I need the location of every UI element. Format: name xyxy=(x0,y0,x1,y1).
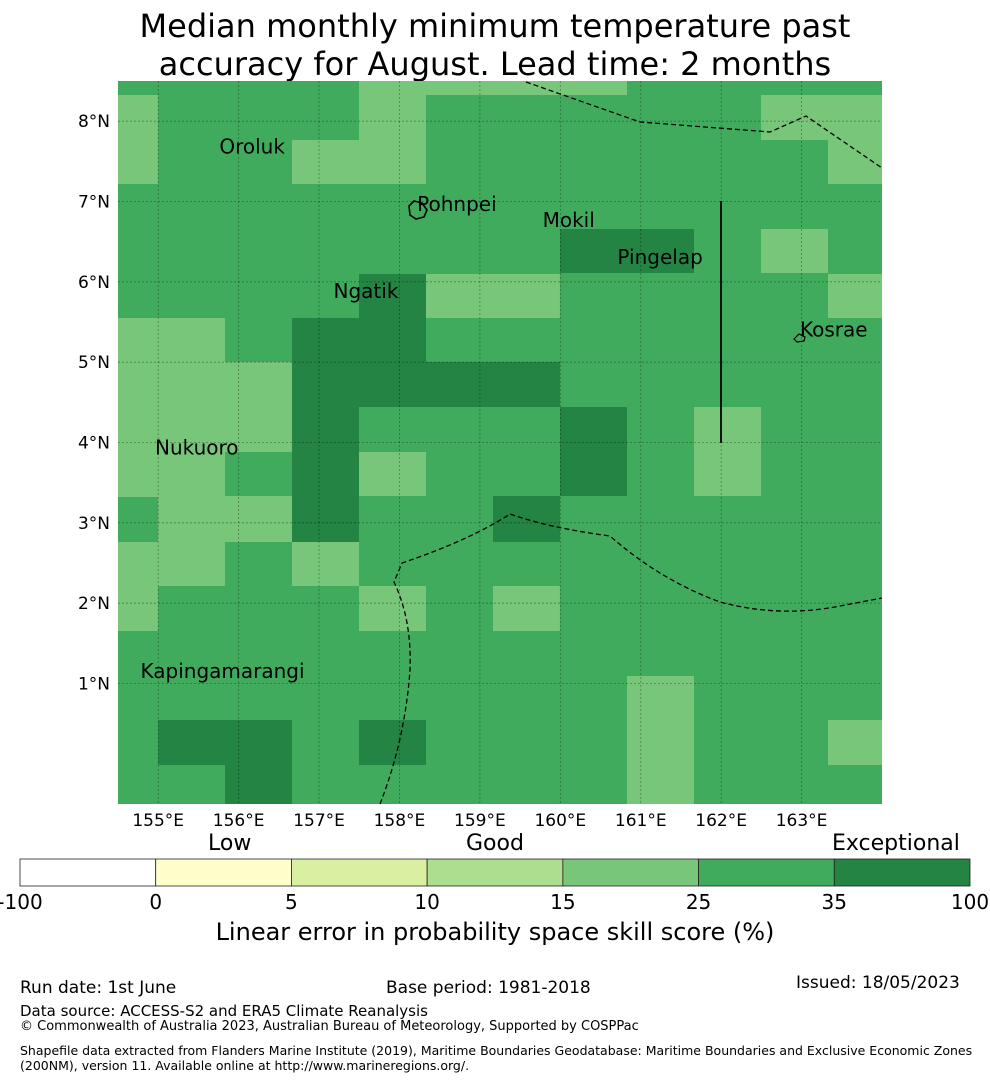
x-tick-label: 160°E xyxy=(534,811,586,831)
y-tick-label: 5°N xyxy=(78,353,110,373)
place-labels: Oroluk Pohnpei Mokil Pingelap Ngatik Kosrae Nu… xyxy=(141,134,868,683)
colorbar-tick-label: 0 xyxy=(149,890,163,914)
skill-cell xyxy=(292,140,426,184)
x-tick-label: 163°E xyxy=(776,811,828,831)
colorbar-tick-label: -100 xyxy=(0,890,43,914)
y-axis-ticks: 1°N 2°N 3°N 4°N 5°N 6°N 7°N 8°N xyxy=(78,112,110,694)
eez-boundary-north xyxy=(525,81,883,169)
shapefile-credit: Shapefile data extracted from Flanders M… xyxy=(20,1043,973,1073)
place-label: Ngatik xyxy=(334,279,399,303)
skill-cell xyxy=(359,586,426,631)
skill-cell xyxy=(359,720,426,765)
y-tick-label: 3°N xyxy=(78,514,110,534)
map-title-line2: accuracy for August. Lead time: 2 months xyxy=(158,45,832,83)
skill-cell xyxy=(118,452,158,497)
skill-cell xyxy=(158,452,225,496)
place-label: Mokil xyxy=(543,208,595,232)
x-tick-label: 156°E xyxy=(213,811,265,831)
map-title-line1: Median monthly minimum temperature past xyxy=(139,7,851,45)
base-period: Base period: 1981-2018 xyxy=(386,978,591,998)
place-label: Kapingamarangi xyxy=(141,659,305,683)
colorbar-swatch xyxy=(698,858,835,887)
colorbar-swatch xyxy=(19,858,157,887)
skill-grid-cells xyxy=(118,81,882,804)
category-exceptional: Exceptional xyxy=(832,831,960,856)
colorbar-swatch xyxy=(155,858,292,887)
colorbar-title: Linear error in probability space skill … xyxy=(215,918,775,946)
colorbar-swatch xyxy=(291,858,428,887)
eez-boundary-south xyxy=(379,513,883,805)
skill-cell xyxy=(426,81,627,95)
place-label: Kosrae xyxy=(800,317,868,341)
skill-cell xyxy=(828,720,882,765)
skill-cell xyxy=(359,274,426,362)
colorbar-tick-label: 25 xyxy=(685,890,712,914)
skill-cell xyxy=(292,318,359,547)
skill-cell xyxy=(828,274,882,318)
skill-cell xyxy=(627,676,694,804)
data-source: Data source: ACCESS-S2 and ERA5 Climate … xyxy=(20,1002,428,1020)
skill-cell xyxy=(118,318,225,452)
skill-cell xyxy=(426,274,560,318)
skill-cell xyxy=(292,542,359,586)
y-tick-label: 4°N xyxy=(78,434,110,454)
place-label: Oroluk xyxy=(219,134,285,158)
skill-cell xyxy=(118,542,225,586)
skill-map: Oroluk Pohnpei Mokil Pingelap Ngatik Kosrae Nu… xyxy=(78,81,883,831)
skill-cell xyxy=(560,229,694,273)
skill-cell xyxy=(118,95,158,184)
y-tick-label: 7°N xyxy=(78,193,110,213)
colorbar-swatch xyxy=(426,858,564,887)
category-low: Low xyxy=(208,831,252,856)
pohnpei-island-outline xyxy=(408,200,428,220)
y-tick-label: 2°N xyxy=(78,594,110,614)
x-tick-label: 155°E xyxy=(132,811,184,831)
x-tick-label: 161°E xyxy=(615,811,667,831)
place-label: Nukuoro xyxy=(155,436,239,460)
x-tick-label: 158°E xyxy=(374,811,426,831)
colorbar-tick-label: 100 xyxy=(950,890,990,914)
skill-cell xyxy=(118,586,158,631)
skill-cell xyxy=(359,81,426,140)
place-label: Pingelap xyxy=(617,245,702,269)
x-axis-ticks: 155°E 156°E 157°E 158°E 159°E 160°E 161°E 162°E… xyxy=(132,811,827,831)
skill-cell xyxy=(694,407,761,496)
skill-cell xyxy=(359,362,560,407)
skill-cell xyxy=(158,496,292,542)
colorbar-tick-label: 10 xyxy=(414,890,440,914)
place-label: Pohnpei xyxy=(417,192,497,216)
colorbar-swatches xyxy=(19,858,971,887)
x-tick-label: 159°E xyxy=(454,811,506,831)
skill-cell xyxy=(225,362,292,452)
run-date: Run date: 1st June xyxy=(20,978,177,998)
x-tick-label: 162°E xyxy=(695,811,747,831)
colorbar-tick-label: 35 xyxy=(821,890,848,914)
colorbar-swatch xyxy=(833,858,971,887)
colorbar-tick-label: 5 xyxy=(285,890,298,914)
colorbar-swatch xyxy=(562,858,699,887)
skill-cell xyxy=(359,452,426,496)
category-good: Good xyxy=(466,831,524,856)
colorbar-tick-label: 15 xyxy=(550,890,576,914)
skill-cell xyxy=(560,407,627,496)
skill-cell xyxy=(225,765,292,804)
issued-date: Issued: 18/05/2023 xyxy=(796,973,960,993)
kosrae-island-outline xyxy=(793,333,806,343)
skill-cell xyxy=(158,720,292,765)
eez-boundaries xyxy=(379,81,883,805)
copyright-notice: © Commonwealth of Australia 2023, Austra… xyxy=(20,1019,639,1034)
skill-cell xyxy=(761,229,828,273)
y-tick-label: 8°N xyxy=(78,112,110,132)
skill-cell xyxy=(761,95,882,140)
skill-cell xyxy=(493,586,560,631)
x-tick-label: 157°E xyxy=(293,811,345,831)
y-tick-label: 6°N xyxy=(78,273,110,293)
y-tick-label: 1°N xyxy=(78,675,110,695)
